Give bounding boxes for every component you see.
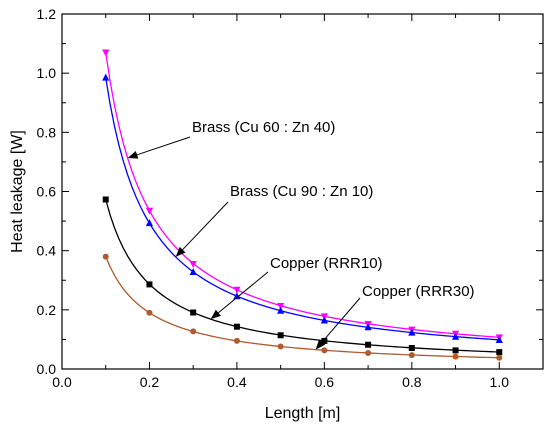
y-tick-label: 0.8 [37,124,57,140]
series-line [105,52,500,338]
y-tick-label: 0.2 [37,302,57,318]
x-tick-label: 0.2 [140,374,160,390]
annotation-arrow [136,136,191,156]
data-point [145,219,154,227]
data-point [365,350,372,357]
x-tick-label: 1.0 [490,374,510,390]
series-line [105,199,500,353]
annotations: Brass (Cu 60 : Zn 40) Brass (Cu 90 : Zn 1… [127,119,475,350]
data-point [408,328,416,336]
data-point [277,343,284,350]
annotation-arrow [218,271,269,314]
data-point [408,352,415,359]
x-tick-label: 0.6 [315,374,335,390]
plot-frame [61,13,544,370]
data-point [452,353,459,360]
data-point [146,281,153,288]
data-point [408,344,415,351]
data-point [233,337,240,344]
data-point [190,328,197,335]
annotation-arrowhead [210,309,221,320]
data-point [452,347,459,354]
x-tick-label: 0.0 [52,374,72,390]
data-point [102,196,109,203]
data-point [102,253,109,260]
annotation-label: Brass (Cu 60 : Zn 40) [192,119,335,136]
series-lines [105,52,500,359]
annotation-label: Copper (RRR30) [362,283,475,300]
y-tick-label: 0.6 [37,184,57,200]
data-point [321,337,328,344]
data-point [277,332,284,339]
data-point [365,341,372,348]
data-point [451,332,460,340]
y-tick-label: 1.2 [37,6,57,22]
data-point [102,73,110,81]
data-point [190,309,197,316]
y-tick-label: 0.4 [37,243,57,259]
y-tick-label: 0.0 [37,361,57,377]
data-point [233,292,241,300]
data-point [495,336,503,344]
data-point [145,207,154,215]
data-point [146,309,153,316]
series-markers [102,49,503,361]
data-point [496,354,503,361]
annotation-label: Brass (Cu 90 : Zn 10) [230,183,373,200]
data-point [320,316,328,324]
tick-labels: 0.0 0.2 0.4 0.6 0.8 1.0 0.0 0.2 0.4 0.6 0.8 1.0 1.2 [37,6,510,390]
data-point [102,49,110,57]
annotation-arrowhead [127,150,139,159]
y-axis-title: Heat leakage [W] [9,130,26,253]
data-point [496,349,503,356]
data-point [277,302,285,310]
y-tick-label: 1.0 [37,65,57,81]
data-point [233,286,241,294]
annotation-label: Copper (RRR10) [270,255,383,272]
data-point [277,306,285,314]
data-point [321,347,328,354]
data-point [233,323,240,330]
series-line [105,77,500,341]
annotation-arrow [182,201,229,251]
series-line [105,256,500,359]
x-tick-label: 0.4 [227,374,247,390]
annotation-arrowhead [175,246,186,257]
data-point [364,323,372,331]
x-axis-title: Length [m] [265,405,341,422]
x-tick-label: 0.8 [402,374,422,390]
annotation-arrowhead [315,339,326,350]
annotation-arrow [321,297,361,343]
data-point [189,260,197,268]
data-point [189,267,197,275]
